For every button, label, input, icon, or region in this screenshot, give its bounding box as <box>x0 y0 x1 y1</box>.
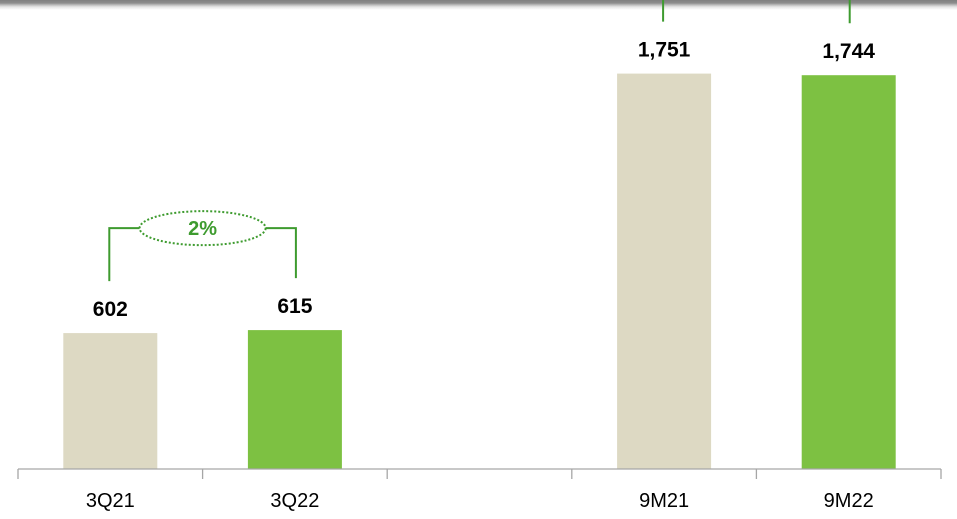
growth-annotation-2: (0.4%) <box>662 0 851 24</box>
bar-9m22 <box>801 75 896 469</box>
category-label-9m21: 9M21 <box>639 490 689 512</box>
bracket-right <box>848 0 851 24</box>
bar-3q21 <box>63 333 158 469</box>
bracket-left <box>108 227 140 282</box>
value-label-9m22: 1,744 <box>822 40 875 63</box>
growth-annotation-1: 2% <box>108 210 297 282</box>
category-label-3q22: 3Q22 <box>270 490 319 512</box>
x-axis: 3Q21 3Q22 9M21 9M22 <box>17 468 942 512</box>
category-label-9m22: 9M22 <box>824 490 874 512</box>
value-label-3q21: 602 <box>93 298 128 321</box>
growth-ellipse <box>138 210 267 247</box>
bracket-left <box>662 0 665 22</box>
bar-9m21 <box>617 73 712 469</box>
category-label-3q21: 3Q21 <box>86 490 135 512</box>
top-divider <box>0 0 957 10</box>
bracket-right <box>265 227 297 279</box>
value-label-3q22: 615 <box>277 295 312 318</box>
data-labels-layer: 602 615 1,751 1,744 <box>93 39 876 322</box>
growth-percentage-label: 2% <box>188 218 217 240</box>
value-label-9m21: 1,751 <box>638 39 691 62</box>
bar-3q22 <box>247 330 342 469</box>
growth-annotations: 2% (0.4%) <box>108 0 851 282</box>
bars-layer <box>63 73 896 469</box>
